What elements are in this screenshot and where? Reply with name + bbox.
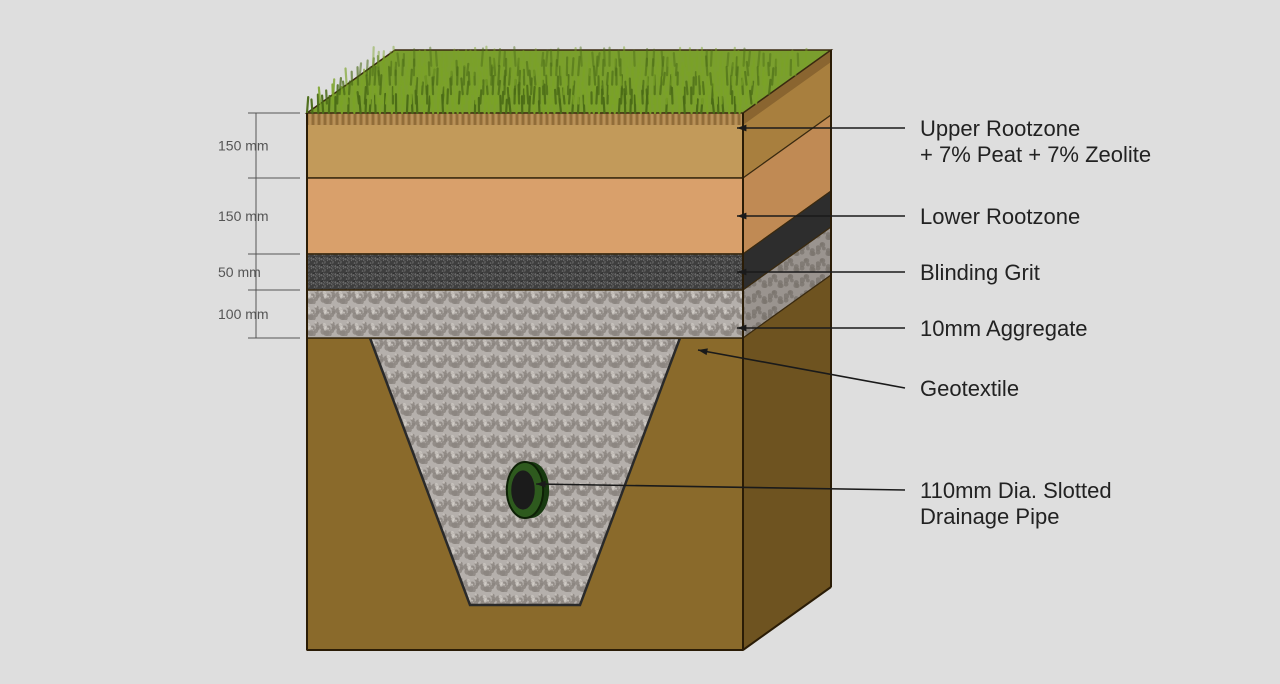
side-substrate	[743, 275, 831, 650]
dimension-bars: 150 mm 150 mm 50 mm 100 mm	[218, 113, 300, 338]
layer-aggregate	[307, 290, 743, 338]
label-pipe-line1: Drainage Pipe	[920, 504, 1059, 529]
dim-blinding_grit: 50 mm	[218, 264, 261, 280]
label-aggregate-line0: 10mm Aggregate	[920, 316, 1088, 341]
label-upper_rootzone-line0: Upper Rootzone	[920, 116, 1080, 141]
drainage-pipe	[507, 462, 549, 518]
label-blinding_grit-line0: Blinding Grit	[920, 260, 1040, 285]
dim-lower_rootzone: 150 mm	[218, 208, 269, 224]
label-pipe-line0: 110mm Dia. Slotted	[920, 478, 1112, 503]
label-geotextile-line0: Geotextile	[920, 376, 1019, 401]
thatch-strip	[307, 113, 743, 125]
label-lower_rootzone-line0: Lower Rootzone	[920, 204, 1080, 229]
dim-upper_rootzone: 150 mm	[218, 138, 269, 154]
dim-aggregate: 100 mm	[218, 306, 269, 322]
layer-blinding_grit	[307, 254, 743, 290]
label-upper_rootzone-line1: + 7% Peat + 7% Zeolite	[920, 142, 1151, 167]
layer-lower_rootzone	[307, 178, 743, 254]
soil-profile-diagram: 150 mm 150 mm 50 mm 100 mm Upper Rootzone+ 7…	[0, 0, 1280, 684]
